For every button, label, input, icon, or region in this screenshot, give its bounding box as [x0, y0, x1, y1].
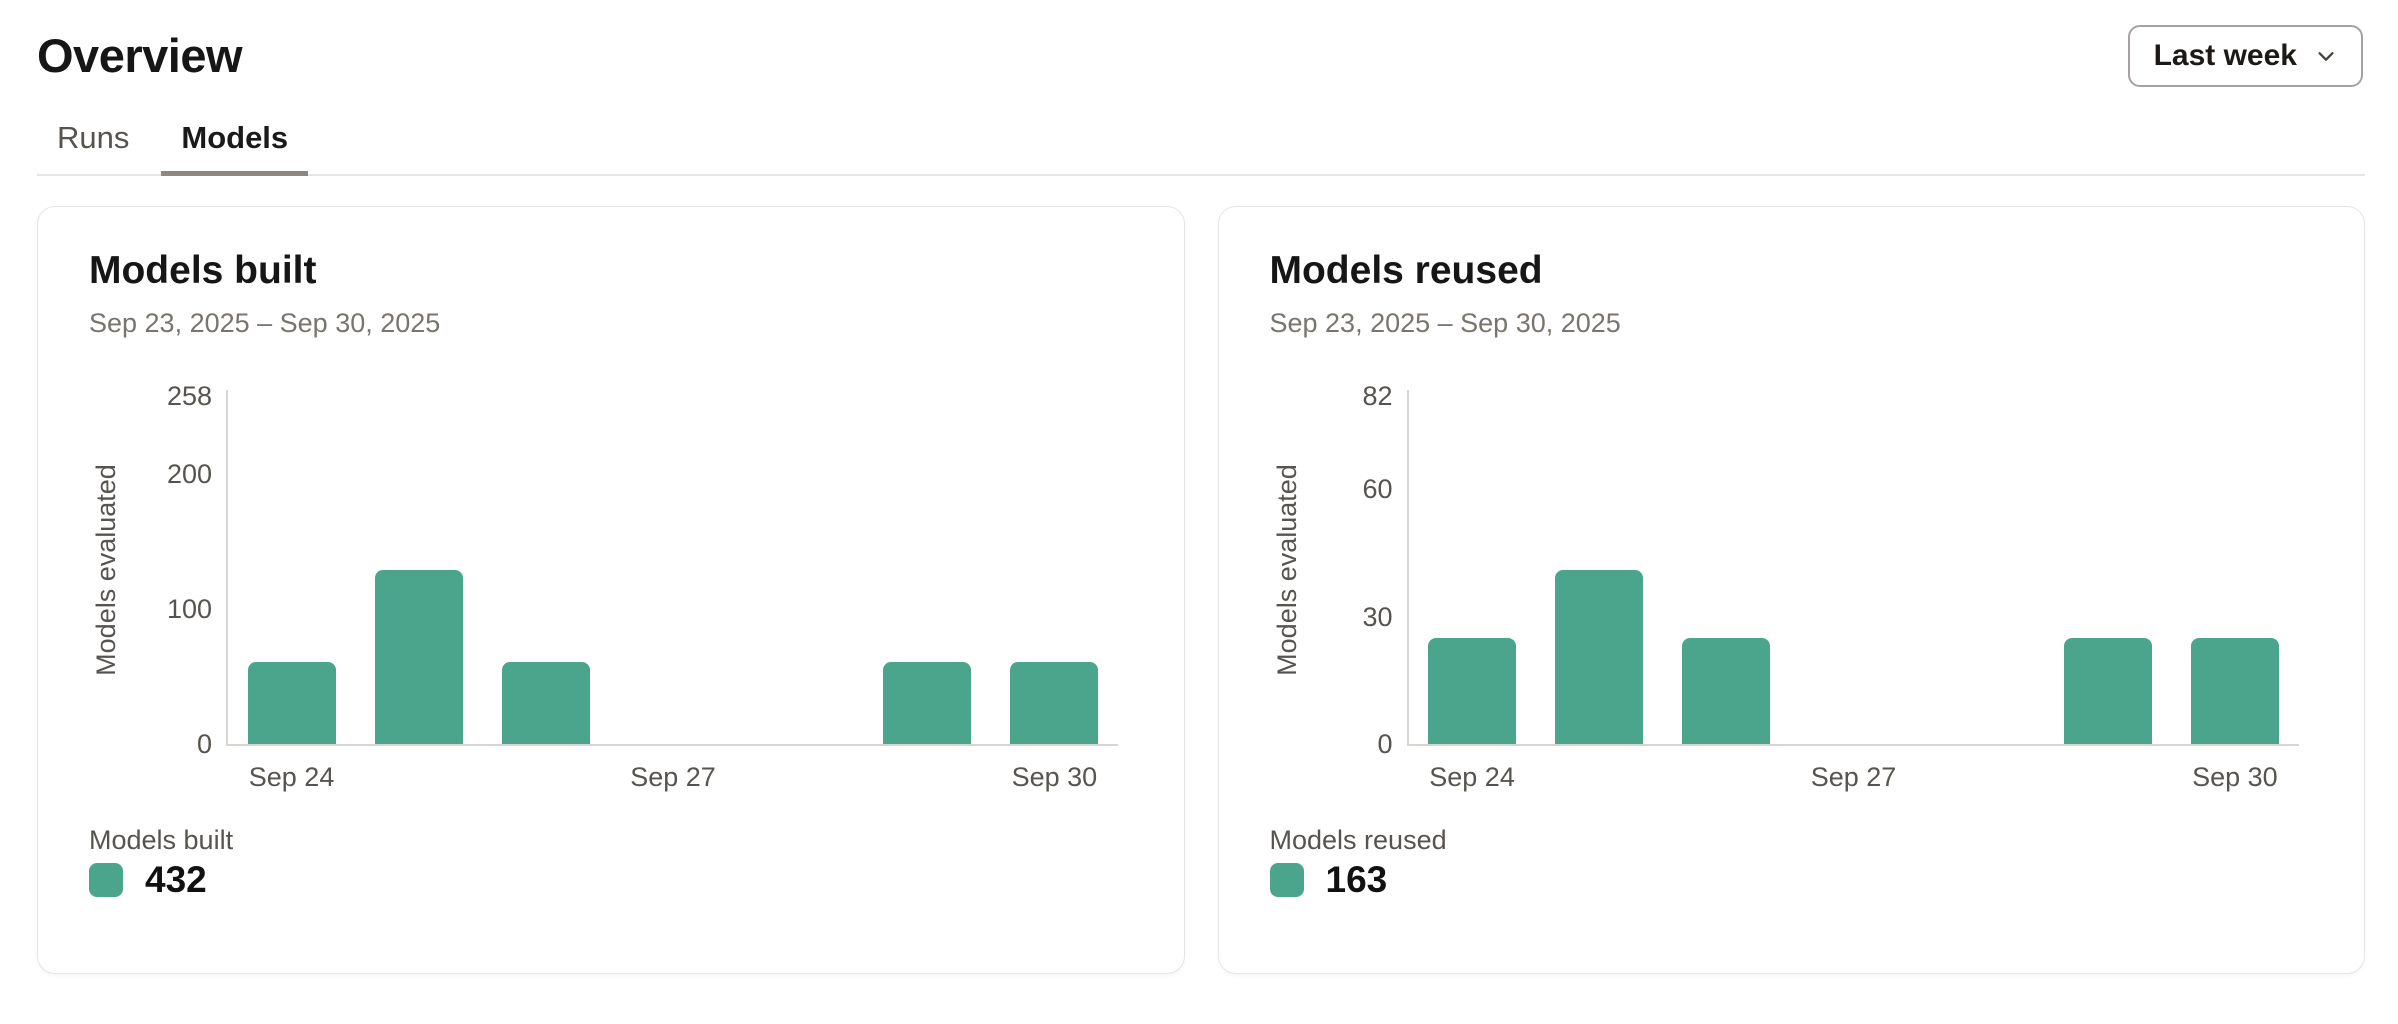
chart-date-range: Sep 23, 2025 – Sep 30, 2025 [89, 308, 441, 338]
y-axis-tick-label: 30 [1362, 601, 1393, 632]
legend-row: 163 [1269, 859, 1388, 901]
bar [1428, 638, 1517, 744]
legend-label: Models reused [1269, 825, 1447, 855]
page-title: Overview [37, 29, 243, 82]
tab-bar: Runs Models [37, 106, 2365, 176]
legend-total-value: 432 [145, 859, 207, 900]
tab-runs[interactable]: Runs [57, 120, 130, 155]
x-axis-line [1408, 744, 2299, 746]
bar [2063, 638, 2152, 744]
legend-label: Models built [89, 825, 234, 855]
y-axis-line [226, 390, 228, 746]
bar [374, 570, 463, 744]
y-axis-title: Models evaluated [91, 464, 121, 676]
tab-models[interactable]: Models [161, 106, 308, 176]
x-axis-tick-label: Sep 30 [1011, 762, 1098, 792]
x-axis-tick-label: Sep 24 [248, 762, 335, 792]
y-axis-line [1406, 390, 1409, 746]
models-reused-card: Models reused Sep 23, 2025 – Sep 30, 202… [1217, 206, 2365, 974]
y-axis-tick-label: 60 [1362, 474, 1393, 505]
bar [501, 662, 590, 744]
y-axis-title: Models evaluated [1271, 464, 1302, 676]
chart-title: Models reused [1269, 249, 1543, 292]
period-selector-label: Last week [2153, 39, 2297, 72]
x-axis-tick-label: Sep 24 [1429, 762, 1515, 792]
y-axis-tick-label: 258 [166, 381, 212, 411]
bar [883, 662, 972, 744]
bar [1010, 662, 1099, 744]
bar [1682, 638, 1771, 744]
y-axis-tick-label: 0 [1377, 729, 1393, 759]
legend-swatch [89, 863, 123, 897]
chart-title: Models built [89, 249, 317, 292]
y-axis-tick-label: 82 [1362, 381, 1393, 411]
period-selector-button[interactable]: Last week [2127, 25, 2363, 87]
bar [2190, 638, 2279, 744]
legend-total-value: 163 [1325, 859, 1388, 900]
y-axis-tick-label: 200 [166, 459, 212, 490]
legend-row: 432 [89, 859, 207, 901]
chart-date-range: Sep 23, 2025 – Sep 30, 2025 [1269, 308, 1621, 338]
models-built-card: Models built Sep 23, 2025 – Sep 30, 2025… [37, 206, 1185, 974]
chart-plot: 0 100 200 258 Sep 24 Sep 27 Sep 30 Models evalu… [38, 207, 1184, 973]
cards-row: Models built Sep 23, 2025 – Sep 30, 2025… [37, 206, 2365, 974]
y-axis-tick-label: 0 [196, 729, 212, 759]
legend-swatch [1269, 863, 1304, 897]
x-axis-tick-label: Sep 30 [2192, 762, 2278, 792]
page-header: Overview Last week [0, 0, 2398, 87]
bar [247, 662, 336, 744]
x-axis-line [228, 744, 1118, 746]
x-axis-tick-label: Sep 27 [1810, 762, 1897, 792]
bar [1555, 570, 1644, 744]
chart-plot: 0 30 60 82 Sep 24 Sep 27 Sep 30 Models evaluate… [1219, 207, 2365, 973]
y-axis-tick-label: 100 [166, 594, 212, 625]
x-axis-tick-label: Sep 27 [630, 762, 716, 792]
chevron-down-icon [2315, 45, 2337, 67]
